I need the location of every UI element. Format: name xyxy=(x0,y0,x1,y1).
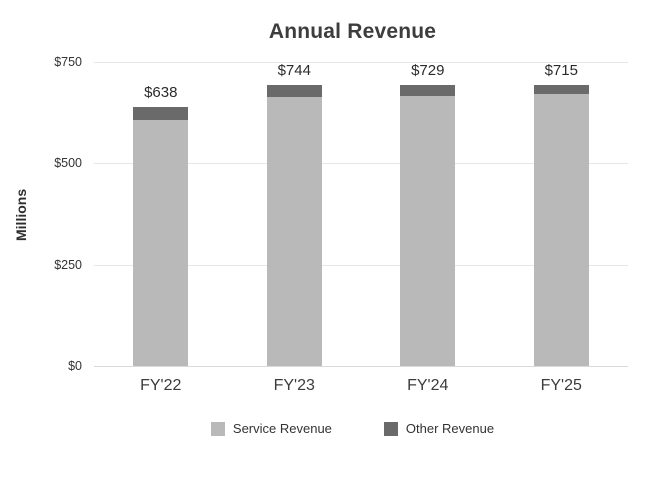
y-tick-label: $250 xyxy=(54,257,82,272)
y-tick-label: $0 xyxy=(68,359,82,373)
x-axis-label: FY'25 xyxy=(540,377,582,394)
x-axis-labels: FY'22 FY'23 FY'24 FY'25 xyxy=(94,377,628,395)
gridline xyxy=(94,62,628,63)
chart-title: Annual Revenue xyxy=(268,20,437,43)
y-axis-label: Millions xyxy=(13,188,29,241)
segment-other-revenue[interactable] xyxy=(533,85,589,95)
legend-item-service-revenue: Service Revenue xyxy=(210,421,332,436)
bar-slot-fy24: $729 xyxy=(361,62,495,366)
bar-total-label: $715 xyxy=(544,62,578,79)
gridline xyxy=(94,264,628,266)
segment-other-revenue[interactable] xyxy=(133,107,189,121)
stacked-bar[interactable] xyxy=(266,85,322,366)
bars-layer: $638 $744 $729 $715 xyxy=(94,62,628,366)
segment-other-revenue[interactable] xyxy=(266,85,322,98)
legend-item-other-revenue: Other Revenue xyxy=(383,421,495,436)
segment-other-revenue[interactable] xyxy=(400,85,456,96)
y-tick-label: $500 xyxy=(54,156,82,171)
bar-slot-fy22: $638 xyxy=(94,62,228,366)
segment-service-revenue[interactable] xyxy=(533,94,589,366)
segment-service-revenue[interactable] xyxy=(266,97,322,366)
plot-wrap: $0 $250 $500 $750 $638 $744 $729 $715 FY'22 FY'2… xyxy=(54,55,628,395)
x-axis-label: FY'24 xyxy=(407,377,449,394)
y-tick-label: $750 xyxy=(54,55,82,69)
stacked-bar[interactable] xyxy=(133,107,189,366)
legend-label: Service Revenue xyxy=(232,421,332,436)
legend-swatch xyxy=(383,421,398,436)
x-axis-label: FY'22 xyxy=(140,377,182,394)
legend-label: Other Revenue xyxy=(405,421,495,436)
bar-total-label: $729 xyxy=(411,62,445,79)
bar-slot-fy25: $715 xyxy=(495,62,629,366)
legend-swatch xyxy=(210,421,225,436)
legend: Service Revenue Other Revenue xyxy=(55,421,650,436)
x-axis-label: FY'23 xyxy=(273,377,315,394)
segment-service-revenue[interactable] xyxy=(133,120,189,366)
bar-total-label: $744 xyxy=(277,62,311,79)
bar-slot-fy23: $744 xyxy=(228,62,362,366)
segment-service-revenue[interactable] xyxy=(400,95,456,366)
chart-body: Millions $0 $250 $500 $750 $638 $744 $729 $715 … xyxy=(0,55,650,395)
stacked-bar[interactable] xyxy=(533,85,589,366)
bar-total-label: $638 xyxy=(144,84,178,102)
gridline xyxy=(94,163,628,165)
plot-area: $0 $250 $500 $750 $638 $744 $729 $715 xyxy=(54,55,628,373)
stacked-bar[interactable] xyxy=(400,85,456,366)
